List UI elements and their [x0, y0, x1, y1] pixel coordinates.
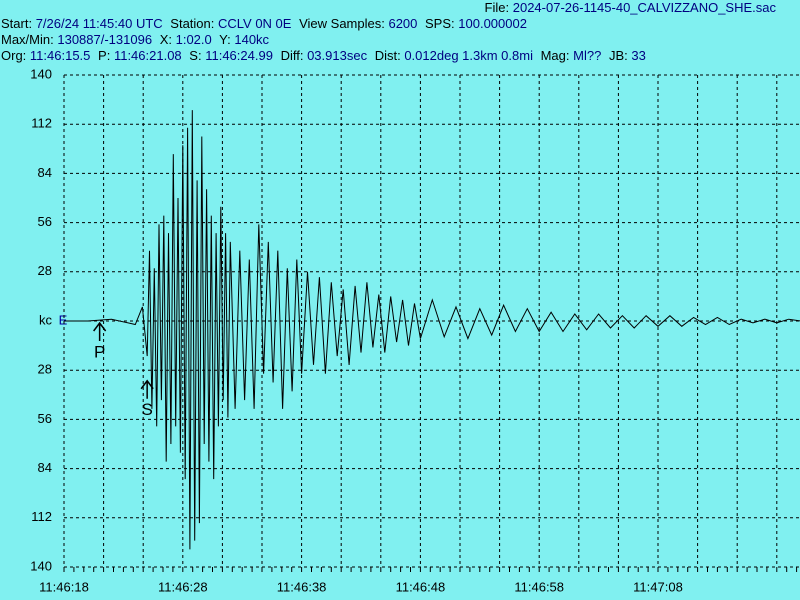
header-line: Start: 7/26/24 11:45:40 UTC Station: CCL…	[0, 16, 800, 32]
field-value: 1:02.0	[175, 32, 212, 47]
field-label: Diff:	[280, 48, 304, 63]
field-value: 2024-07-26-1145-40_CALVIZZANO_SHE.sac	[512, 0, 776, 15]
field-label: View Samples:	[299, 16, 385, 31]
field-label: P:	[98, 48, 111, 63]
y-tick-label: 56	[38, 214, 52, 229]
field-value: 03.913sec	[307, 48, 368, 63]
phase-arrow	[140, 379, 154, 399]
field-label: Start:	[1, 16, 33, 31]
field-value: 7/26/24 11:45:40 UTC	[35, 16, 163, 31]
x-tick-label: 11:46:18	[39, 579, 89, 594]
field-label: Station:	[170, 16, 215, 31]
phase-label: S	[141, 400, 152, 419]
field-value: 0.012deg 1.3km 0.8mi	[404, 48, 533, 63]
field-label: Dist:	[374, 48, 401, 63]
y-tick-label: 84	[38, 460, 52, 475]
x-tick-label: 11:46:38	[277, 579, 327, 594]
field-label: SPS:	[425, 16, 455, 31]
field-value: Ml??	[573, 48, 602, 63]
field-value: 140kc	[234, 32, 270, 47]
y-tick-label: 112	[31, 509, 52, 524]
field-value: 11:46:21.08	[113, 48, 182, 63]
field-label: Max/Min:	[1, 32, 54, 47]
header-line: File: 2024-07-26-1145-40_CALVIZZANO_SHE.…	[0, 0, 800, 16]
field-value: CCLV 0N 0E	[218, 16, 292, 31]
field-label: Org:	[1, 48, 27, 63]
waveform	[64, 110, 800, 550]
field-label: JB:	[608, 48, 628, 63]
field-label: S:	[189, 48, 202, 63]
header-line: Max/Min: 130887/-131096 X: 1:02.0 Y: 140…	[0, 32, 800, 48]
header-line: Org: 11:46:15.5 P: 11:46:21.08 S: 11:46:…	[0, 48, 800, 64]
y-tick-label: 28	[38, 263, 52, 278]
y-tick-label: kc	[39, 312, 53, 327]
field-value: 33	[631, 48, 646, 63]
field-value: 100.000002	[458, 16, 527, 31]
phase-label: P	[94, 342, 105, 361]
phase-arrow	[93, 321, 107, 341]
channel-label: E	[59, 312, 68, 327]
field-label: X:	[159, 32, 172, 47]
x-tick-label: 11:46:48	[396, 579, 446, 594]
y-tick-label: 56	[38, 411, 52, 426]
field-label: Mag:	[540, 48, 570, 63]
header: File: 2024-07-26-1145-40_CALVIZZANO_SHE.…	[0, 0, 800, 64]
field-label: File:	[484, 0, 510, 15]
y-tick-label: 112	[31, 116, 52, 131]
field-label: Y:	[219, 32, 231, 47]
y-tick-label: 28	[38, 362, 52, 377]
y-tick-label: 140	[30, 66, 52, 81]
field-value: 11:46:15.5	[29, 48, 91, 63]
y-tick-label: 84	[38, 165, 52, 180]
x-tick-label: 11:46:58	[514, 579, 564, 594]
field-value: 130887/-131096	[57, 32, 153, 47]
field-value: 11:46:24.99	[205, 48, 273, 63]
x-tick-label: 11:46:28	[158, 579, 208, 594]
y-tick-label: 140	[30, 558, 52, 573]
x-tick-label: 11:47:08	[633, 579, 683, 594]
field-value: 6200	[388, 16, 418, 31]
